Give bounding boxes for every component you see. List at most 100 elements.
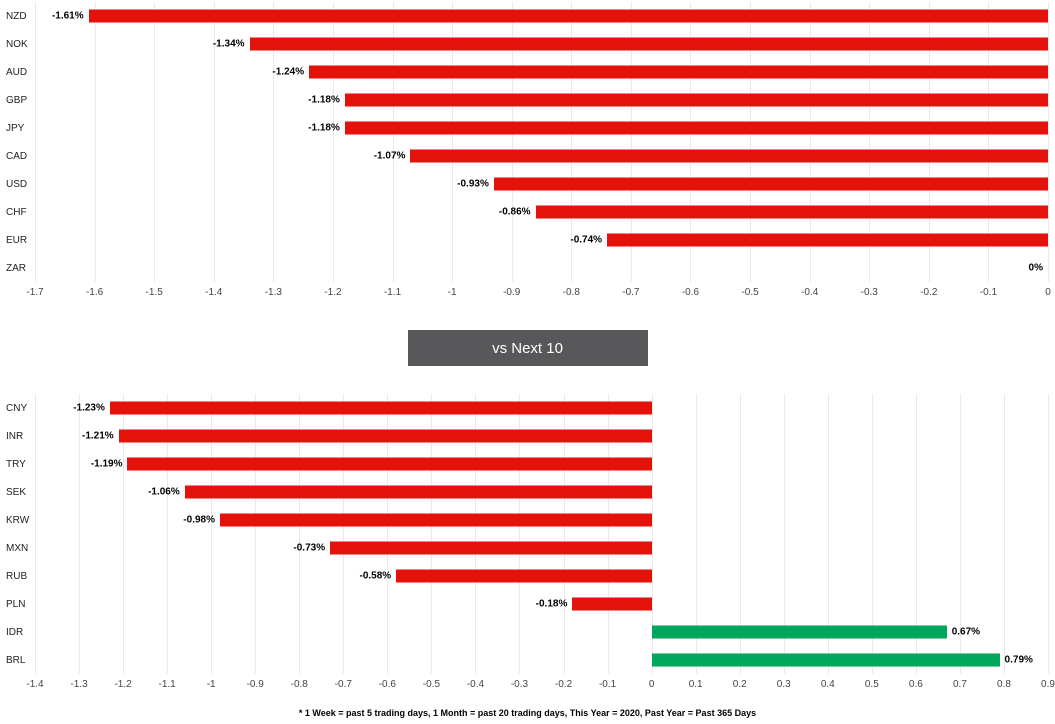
bar-row: -1.18% (35, 114, 1048, 142)
gridline (1048, 2, 1049, 282)
x-tick-label: -1 (206, 679, 216, 690)
bar-row: -0.93% (35, 170, 1048, 198)
x-tick-label: -0.9 (246, 679, 264, 690)
value-label: -0.74% (570, 234, 603, 246)
plot-area: -1.61% -1.34% -1.24% -1.18% -1.18% -1.07% -0.9… (26, 2, 1051, 304)
value-label: -1.18% (308, 94, 340, 106)
bar-row: -1.24% (35, 58, 1048, 86)
gridline (452, 2, 454, 282)
x-tick-label: -0.1 (598, 679, 617, 690)
negative-bar (249, 37, 1048, 51)
value-label: -1.21% (82, 430, 114, 442)
value-label: -1.34% (212, 38, 245, 50)
chart-majors: NZD NOK AUD GBP JPY CAD USD CHF EUR ZAR -1.61% -1.… (0, 0, 1055, 304)
x-tick-label: -0.5 (741, 287, 759, 298)
x-tick-label: 0.6 (908, 679, 923, 690)
currency-label: BRL (6, 654, 26, 666)
x-tick-label: -1.2 (114, 679, 132, 690)
value-label: -1.61% (51, 10, 84, 22)
currency-label: CAD (6, 150, 28, 162)
x-tick-label: -0.4 (466, 679, 485, 690)
gridline (255, 394, 257, 674)
gridline (1003, 394, 1005, 674)
bar-row: 0.79% (35, 646, 1048, 674)
currency-label: INR (6, 430, 24, 442)
value-label: -1.24% (272, 66, 305, 78)
gridline (154, 2, 156, 282)
gridline (607, 394, 609, 674)
gridline (750, 2, 752, 282)
bar-row: -0.73% (35, 534, 1048, 562)
negative-bar (493, 177, 1048, 191)
x-tick-label: 0.1 (688, 679, 703, 690)
positive-bar (651, 625, 947, 639)
x-tick-label: -0.3 (860, 287, 878, 298)
bar-row: -1.06% (35, 478, 1048, 506)
positive-bar (651, 653, 1000, 667)
value-label: -0.58% (359, 570, 392, 582)
gridline (690, 2, 692, 282)
chart-next10: CNY INR TRY SEK KRW MXN RUB PLN IDR BRL -1.23% -1.… (0, 392, 1055, 696)
gridline (695, 394, 697, 674)
gridline (211, 394, 213, 674)
gridlines (35, 394, 1049, 674)
currency-label: PLN (6, 598, 26, 610)
gridline (871, 394, 873, 674)
x-tick-label: -1.4 (205, 287, 223, 298)
gridlines (35, 2, 1049, 282)
x-tick-label: -0.8 (290, 679, 308, 690)
currency-label: NOK (6, 38, 28, 50)
value-label: 0.67% (951, 626, 981, 638)
bar-row: -1.23% (35, 394, 1048, 422)
bar-row: 0.67% (35, 618, 1048, 646)
x-tick-label: -1.2 (324, 287, 342, 298)
plot-area: -1.23% -1.21% -1.19% -1.06% -0.98% -0.73% -0.5… (26, 394, 1055, 696)
x-tick-label: -0.7 (334, 679, 352, 690)
negative-bar (535, 205, 1048, 219)
y-axis-labels: CNY INR TRY SEK KRW MXN RUB PLN IDR BRL (0, 394, 35, 696)
value-label: -0.73% (293, 542, 326, 554)
currency-label: TRY (6, 458, 26, 470)
value-label: -1.18% (308, 122, 340, 134)
bar-rows: -1.23% -1.21% -1.19% -1.06% -0.98% -0.73% -0.5… (35, 394, 1048, 674)
x-tick-label: -1.7 (26, 287, 44, 298)
bar-row: -1.21% (35, 422, 1048, 450)
bar-rows: -1.61% -1.34% -1.24% -1.18% -1.18% -1.07% -0.9… (35, 2, 1048, 282)
x-tick-label: -0.1 (979, 287, 998, 298)
currency-label: RUB (6, 570, 28, 582)
x-tick-label: -0.2 (920, 287, 938, 298)
negative-bar (309, 65, 1048, 79)
value-label: 0.79% (1004, 654, 1033, 666)
x-tick-label: -0.9 (503, 287, 521, 298)
currency-label: AUD (6, 66, 28, 78)
value-label: -1.06% (148, 486, 180, 498)
bar-row: -1.34% (35, 30, 1048, 58)
x-tick-label: 0.8 (997, 679, 1011, 690)
x-tick-label: -1.3 (70, 679, 88, 690)
section-banner: vs Next 10 (407, 330, 648, 366)
x-axis: -1.4 -1.3 -1.2 -1.1 -1 -0.9 -0.8 -0.7 -0.6 -0.5 -0… (26, 674, 1055, 696)
gridline (332, 2, 334, 282)
gridline (1048, 394, 1049, 674)
currency-label: SEK (6, 486, 27, 498)
gridline (431, 394, 433, 674)
x-tick-label: -1.5 (145, 287, 163, 298)
gridline (827, 394, 829, 674)
gridline (35, 2, 36, 282)
gridline (928, 2, 930, 282)
bar-row: -0.18% (35, 590, 1048, 618)
gridline (475, 394, 477, 674)
x-tick-label: -0.8 (562, 287, 580, 298)
negative-bar (88, 9, 1048, 23)
gridline (167, 394, 169, 674)
value-label: 0% (1028, 262, 1043, 274)
x-tick-label: -0.6 (681, 287, 700, 298)
bar-row: -0.58% (35, 562, 1048, 590)
negative-bar (330, 541, 652, 555)
gridline (571, 2, 573, 282)
currency-label: ZAR (6, 262, 26, 274)
negative-bar (344, 93, 1048, 107)
currency-label: EUR (6, 234, 28, 246)
gridline (519, 394, 521, 674)
x-tick-label: 0 (648, 679, 655, 690)
